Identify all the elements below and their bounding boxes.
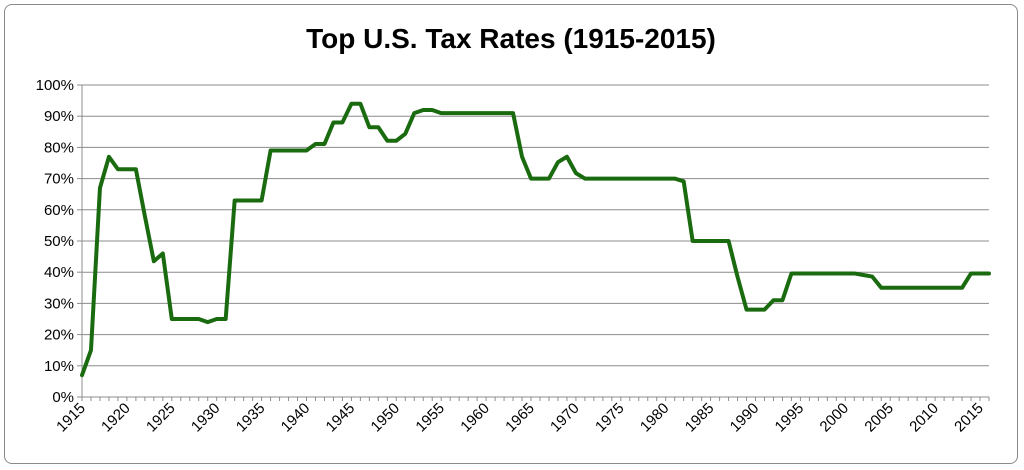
x-tick-label: 1980: [637, 400, 673, 436]
x-tick-label: 1960: [457, 400, 493, 436]
y-tick-label: 80%: [44, 139, 74, 156]
y-tick-label: 0%: [52, 389, 74, 406]
x-tick-label: 1925: [143, 400, 179, 436]
x-tick-label: 1965: [502, 400, 538, 436]
x-tick-label: 1930: [188, 400, 224, 436]
x-tick-label: 1945: [323, 400, 359, 436]
chart-frame: Top U.S. Tax Rates (1915-2015): [4, 4, 1018, 464]
x-tick-label: 1920: [98, 400, 134, 436]
x-tick-label: 1985: [682, 400, 718, 436]
x-tick-label: 1940: [278, 400, 314, 436]
y-tick-label: 90%: [44, 108, 74, 125]
x-axis-tick-labels: 1915 1920 1925 1930 1935 1940 1945 1950 1955 1960…: [53, 400, 987, 436]
x-tick-label: 2015: [951, 400, 987, 436]
x-tick-label: 2000: [817, 400, 853, 436]
y-tick-label: 40%: [44, 264, 74, 281]
y-tick-label: 100%: [36, 77, 74, 94]
x-tick-label: 1990: [727, 400, 763, 436]
x-tick-label: 2010: [906, 400, 942, 436]
chart-title: Top U.S. Tax Rates (1915-2015): [306, 23, 716, 54]
x-tick-label: 1935: [233, 400, 269, 436]
x-tick-label: 1970: [547, 400, 583, 436]
series-line: [80, 101, 991, 378]
x-tick-label: 1955: [412, 400, 448, 436]
gridlines: [82, 84, 989, 367]
y-tick-label: 50%: [44, 233, 74, 250]
y-tick-label: 10%: [44, 358, 74, 375]
y-tick-label: 60%: [44, 202, 74, 219]
y-axis-tick-labels: 0% 10% 20% 30% 40% 50% 60% 70% 80% 90% 100%: [36, 77, 74, 406]
y-tick-label: 30%: [44, 295, 74, 312]
y-tick-label: 70%: [44, 171, 74, 188]
axes: [77, 84, 990, 401]
series-layer: [80, 101, 991, 378]
x-tick-label: 1950: [368, 400, 404, 436]
x-tick-label: 2005: [861, 400, 897, 436]
y-tick-label: 20%: [44, 327, 74, 344]
x-tick-label: 1975: [592, 400, 628, 436]
x-tick-label: 1995: [772, 400, 808, 436]
